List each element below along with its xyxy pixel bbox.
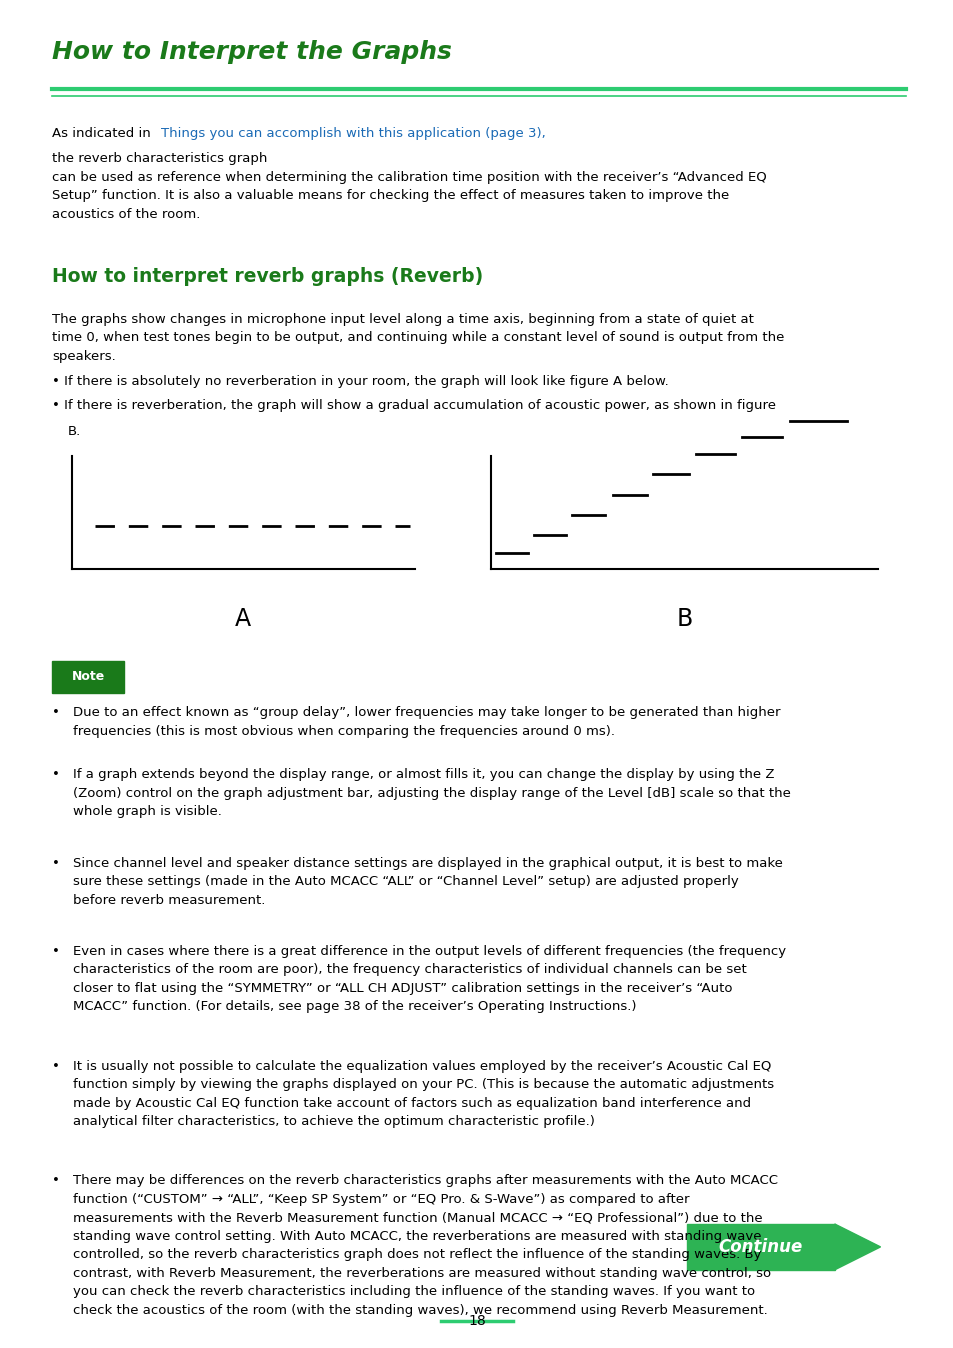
Text: There may be differences on the reverb characteristics graphs after measurements: There may be differences on the reverb c… (72, 1174, 777, 1317)
Text: The graphs show changes in microphone input level along a time axis, beginning f: The graphs show changes in microphone in… (52, 313, 784, 363)
Text: • If there is absolutely no reverberation in your room, the graph will look like: • If there is absolutely no reverberatio… (52, 375, 668, 388)
Text: B.: B. (68, 425, 81, 438)
Text: • If there is reverberation, the graph will show a gradual accumulation of acous: • If there is reverberation, the graph w… (52, 399, 776, 412)
Text: Note: Note (71, 670, 105, 683)
Text: Even in cases where there is a great difference in the output levels of differen: Even in cases where there is a great dif… (72, 945, 785, 1014)
Text: If a graph extends beyond the display range, or almost fills it, you can change : If a graph extends beyond the display ra… (72, 768, 789, 818)
Text: •: • (52, 945, 60, 958)
Text: How to Interpret the Graphs: How to Interpret the Graphs (52, 40, 452, 65)
Text: It is usually not possible to calculate the equalization values employed by the : It is usually not possible to calculate … (72, 1060, 773, 1128)
Text: 18: 18 (468, 1314, 485, 1328)
Text: How to interpret reverb graphs (Reverb): How to interpret reverb graphs (Reverb) (52, 267, 483, 286)
Text: As indicated in: As indicated in (52, 127, 155, 140)
Text: B: B (676, 607, 692, 631)
Text: Due to an effect known as “group delay”, lower frequencies may take longer to be: Due to an effect known as “group delay”,… (72, 706, 780, 737)
Text: the reverb characteristics graph
can be used as reference when determining the c: the reverb characteristics graph can be … (52, 152, 766, 221)
Text: Continue: Continue (718, 1237, 802, 1256)
Text: •: • (52, 768, 60, 782)
Text: A: A (235, 607, 251, 631)
Text: Things you can accomplish with this application (page 3),: Things you can accomplish with this appl… (161, 127, 545, 140)
Polygon shape (834, 1224, 880, 1270)
Text: Since channel level and speaker distance settings are displayed in the graphical: Since channel level and speaker distance… (72, 857, 781, 907)
FancyBboxPatch shape (52, 661, 124, 693)
Text: •: • (52, 1060, 60, 1073)
FancyBboxPatch shape (686, 1224, 834, 1270)
Text: •: • (52, 706, 60, 720)
Text: •: • (52, 857, 60, 869)
Text: •: • (52, 1174, 60, 1188)
